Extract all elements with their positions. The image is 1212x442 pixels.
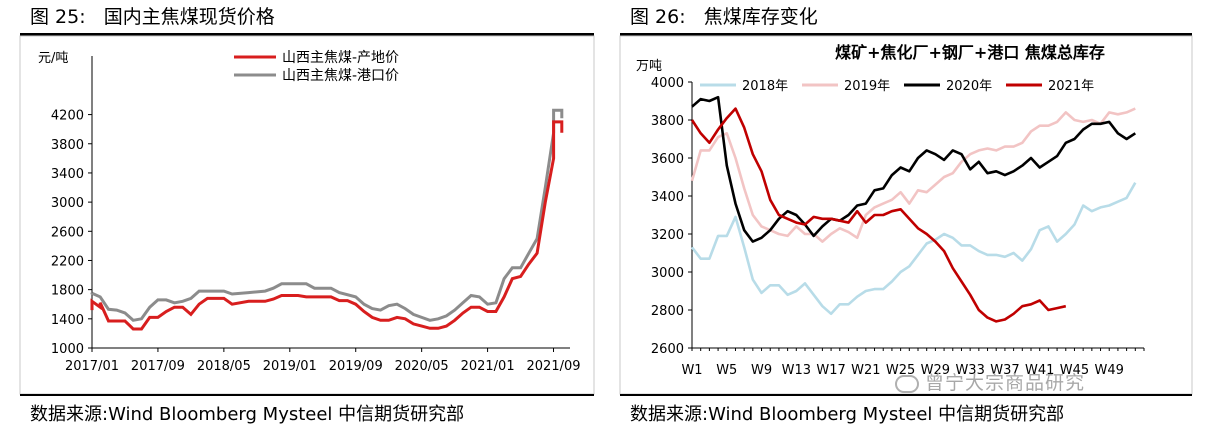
- y-tick-label: 1000: [51, 342, 84, 357]
- y-tick-label: 3600: [651, 152, 684, 167]
- x-tick-label: W13: [782, 363, 811, 378]
- series-line-2021年: [690, 107, 1067, 323]
- y-tick-label: 2600: [51, 225, 84, 240]
- x-tick-label: W9: [751, 363, 772, 378]
- bottom-rule: [620, 394, 1192, 396]
- x-tick-label: 2021/01: [461, 359, 515, 374]
- x-tick-label: W1: [681, 363, 702, 378]
- series-line-2018年: [690, 182, 1137, 316]
- watermark-text: 曾宁大宗商品研究: [925, 372, 1086, 394]
- y-tick-label: 3000: [51, 196, 84, 211]
- x-tick-label: W5: [716, 363, 737, 378]
- chart-frame: [19, 35, 595, 395]
- figure-26-caption: 焦煤库存变化: [703, 6, 818, 28]
- x-tick-label: 2017/09: [131, 359, 185, 374]
- legend-label: 山西主焦煤-产地价: [282, 50, 399, 66]
- x-tick-label: W49: [1095, 363, 1124, 378]
- figure-25-title: 图 25: 国内主焦煤现货价格: [30, 2, 275, 29]
- top-rule: [620, 33, 1192, 36]
- series-line-origin: [90, 120, 564, 331]
- figure-26-source: 数据来源:Wind Bloomberg Mysteel 中信期货研究部: [630, 404, 1065, 425]
- chart-title: 煤矿+焦化厂+钢厂+港口 焦煤总库存: [835, 43, 1105, 62]
- series-line-2019年: [690, 107, 1136, 243]
- y-tick-label: 1800: [51, 284, 84, 299]
- x-tick-label: W25: [886, 363, 915, 378]
- y-tick-label: 4000: [651, 76, 684, 91]
- y-tick-label: 3400: [51, 167, 84, 182]
- y-tick-label: 1400: [51, 313, 84, 328]
- figure-26-label: 图 26:: [630, 6, 686, 28]
- x-tick-label: W33: [955, 363, 984, 378]
- y-tick-label: 3000: [651, 266, 684, 281]
- figure-26: 图 26: 焦煤库存变化 煤矿+焦化厂+钢厂+港口 焦煤总库存万吨 2600 280…: [606, 0, 1212, 442]
- x-tick-label: W21: [851, 363, 880, 378]
- y-tick-label: 3800: [651, 114, 684, 129]
- series-line-2020年: [691, 95, 1137, 243]
- legend-label: 2019年: [844, 79, 890, 94]
- x-tick-label: W45: [1060, 363, 1089, 378]
- figure-26-title: 图 26: 焦煤库存变化: [630, 2, 818, 29]
- legend-label: 2021年: [1048, 79, 1094, 94]
- y-axis-unit-label: 万吨: [636, 59, 662, 74]
- x-tick-label: W37: [990, 363, 1019, 378]
- y-tick-label: 2600: [651, 342, 684, 357]
- watermark: 曾宁大宗商品研究: [895, 368, 1085, 395]
- y-tick-label: 2800: [651, 304, 684, 319]
- x-tick-label: 2021/09: [527, 359, 581, 374]
- wechat-icon: [895, 374, 919, 393]
- figure-25-label: 图 25:: [30, 6, 86, 28]
- legend-label: 2020年: [946, 79, 992, 94]
- y-tick-label: 2200: [51, 254, 84, 269]
- bottom-rule: [20, 394, 594, 396]
- y-axis-unit-label: 元/吨: [38, 51, 68, 66]
- y-tick-label: 3200: [651, 228, 684, 243]
- x-tick-label: 2017/01: [65, 359, 119, 374]
- y-tick-label: 3800: [51, 138, 84, 153]
- x-tick-label: 2019/01: [263, 359, 317, 374]
- x-tick-label: W29: [921, 363, 950, 378]
- y-tick-label: 4200: [51, 109, 84, 124]
- figure-25-source: 数据来源:Wind Bloomberg Mysteel 中信期货研究部: [30, 404, 465, 425]
- y-tick-label: 3400: [651, 190, 684, 205]
- top-rule: [20, 33, 594, 36]
- x-tick-label: 2018/05: [197, 359, 251, 374]
- legend-label: 山西主焦煤-港口价: [282, 68, 399, 84]
- figure-25: 图 25: 国内主焦煤现货价格 元/吨 1000 1400 1800 2200 2600 3…: [0, 0, 600, 442]
- x-tick-label: 2019/09: [329, 359, 383, 374]
- price-chart: 元/吨 1000 1400 1800 2200 2600 3000 3400 3800 4200 2…: [19, 35, 595, 395]
- x-tick-label: 2020/05: [395, 359, 449, 374]
- series-line-port: [90, 108, 564, 322]
- figure-25-caption: 国内主焦煤现货价格: [103, 6, 275, 28]
- x-tick-label: W41: [1025, 363, 1054, 378]
- x-tick-label: W17: [816, 363, 845, 378]
- legend-label: 2018年: [742, 79, 788, 94]
